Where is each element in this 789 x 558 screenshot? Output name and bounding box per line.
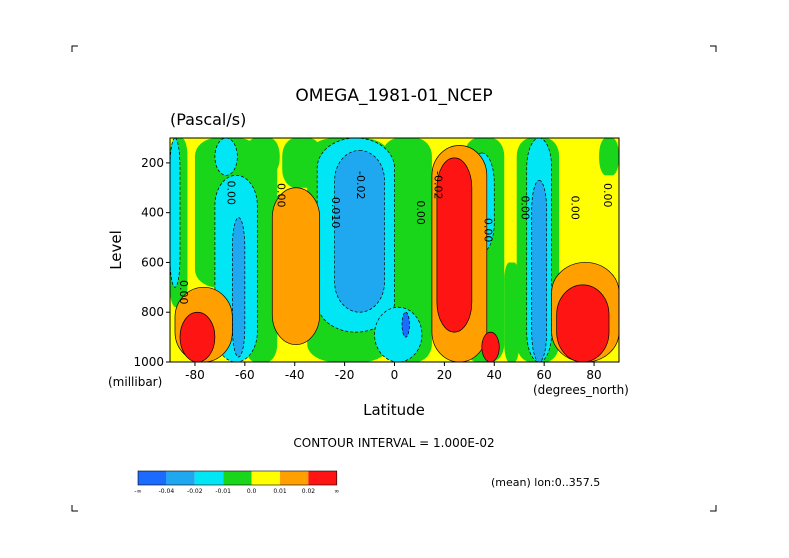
x-units-label: (degrees_north) [533,383,629,397]
contour-label: 0.010 [329,197,342,229]
colorbar-swatch [194,471,224,485]
contour-plot-area: 0.00 0.00 0.00 0.010 -0.02 0.00 -0.02 0.00 0.00 0… [133,137,620,382]
contour-label: 0.00 [569,195,582,220]
contour-label: 0.00 [481,218,494,243]
colorbar-swatch [251,471,280,485]
contour-label: 0.00 [224,181,237,206]
x-axis-ticks: -80 -60 -40 -20 0 20 40 60 80 [185,362,602,382]
contour-label: 0.00 [274,183,287,208]
colorbar-swatch [223,471,252,485]
y-units-label: (millibar) [108,375,162,389]
colorbar-frame [137,470,338,486]
contour-region [170,138,181,288]
contour-label: 0.00 [177,280,190,305]
y-tick-label: 400 [141,206,164,220]
contour-label: 0.00 [601,183,614,208]
contour-region-neg-weak [249,138,280,176]
x-axis-label: Latitude [363,401,425,419]
contour-label: 0.00 [519,195,532,220]
x-tick-label: 0 [391,368,399,382]
contour-label: -0.02 [431,171,444,199]
contour-interval-note: CONTOUR INTERVAL = 1.000E-02 [293,436,494,450]
colorbar-swatch [166,471,195,485]
colorbar-label: -∞ [134,488,141,495]
chart-title: OMEGA_1981-01_NCEP [295,86,492,106]
contour-region [531,179,548,362]
y-axis-ticks: 200 400 600 800 1000 [133,156,170,369]
y-tick-label: 1000 [133,355,164,369]
contour-region [556,284,610,362]
contour-label: -0.02 [354,171,367,199]
contour-region-neg-weak [504,262,520,362]
x-tick-label: 20 [437,368,452,382]
colorbar-swatch [138,471,167,485]
colorbar-swatch [280,471,309,485]
colorbar-label: 0.0 [247,488,257,495]
colorbar-label: -0.02 [187,488,203,495]
units-label: (Pascal/s) [170,110,246,129]
x-tick-label: 60 [537,368,552,382]
x-tick-label: -60 [235,368,255,382]
y-tick-label: 800 [141,305,164,319]
contour-region [179,311,216,362]
crop-marks [71,45,717,512]
colorbar-label: -0.01 [215,488,231,495]
contour-region [214,138,238,176]
contour-region-neg-weak [599,138,619,176]
contour-region [436,157,473,333]
x-tick-label: -80 [185,368,205,382]
x-tick-label: 80 [586,368,601,382]
y-tick-label: 200 [141,156,164,170]
x-tick-label: 40 [487,368,502,382]
contour-region [334,150,385,313]
contour-label: 0.00 [414,200,427,225]
contour-region [232,217,246,358]
filled-contours [170,138,619,362]
contour-labels: 0.00 0.00 0.00 0.010 -0.02 0.00 -0.02 0.00 0.00 0… [177,171,614,305]
colorbar-label: ∞ [334,488,339,495]
colorbar-label: 0.01 [273,488,287,495]
contour-region [271,187,321,345]
contour-region [374,306,423,362]
x-tick-label: -40 [285,368,305,382]
footer-mean-note: (mean) lon:0..357.5 [491,476,600,489]
y-tick-label: 600 [141,255,164,269]
contour-region [401,311,410,338]
y-axis-label: Level [107,230,125,270]
contour-region [481,331,500,362]
colorbar-legend: -∞ -0.04 -0.02 -0.01 0.0 0.01 0.02 ∞ [134,470,339,495]
colorbar-swatch [308,471,337,485]
colorbar-label: -0.04 [159,488,175,495]
colorbar-label: 0.02 [302,488,316,495]
x-tick-label: -20 [335,368,355,382]
